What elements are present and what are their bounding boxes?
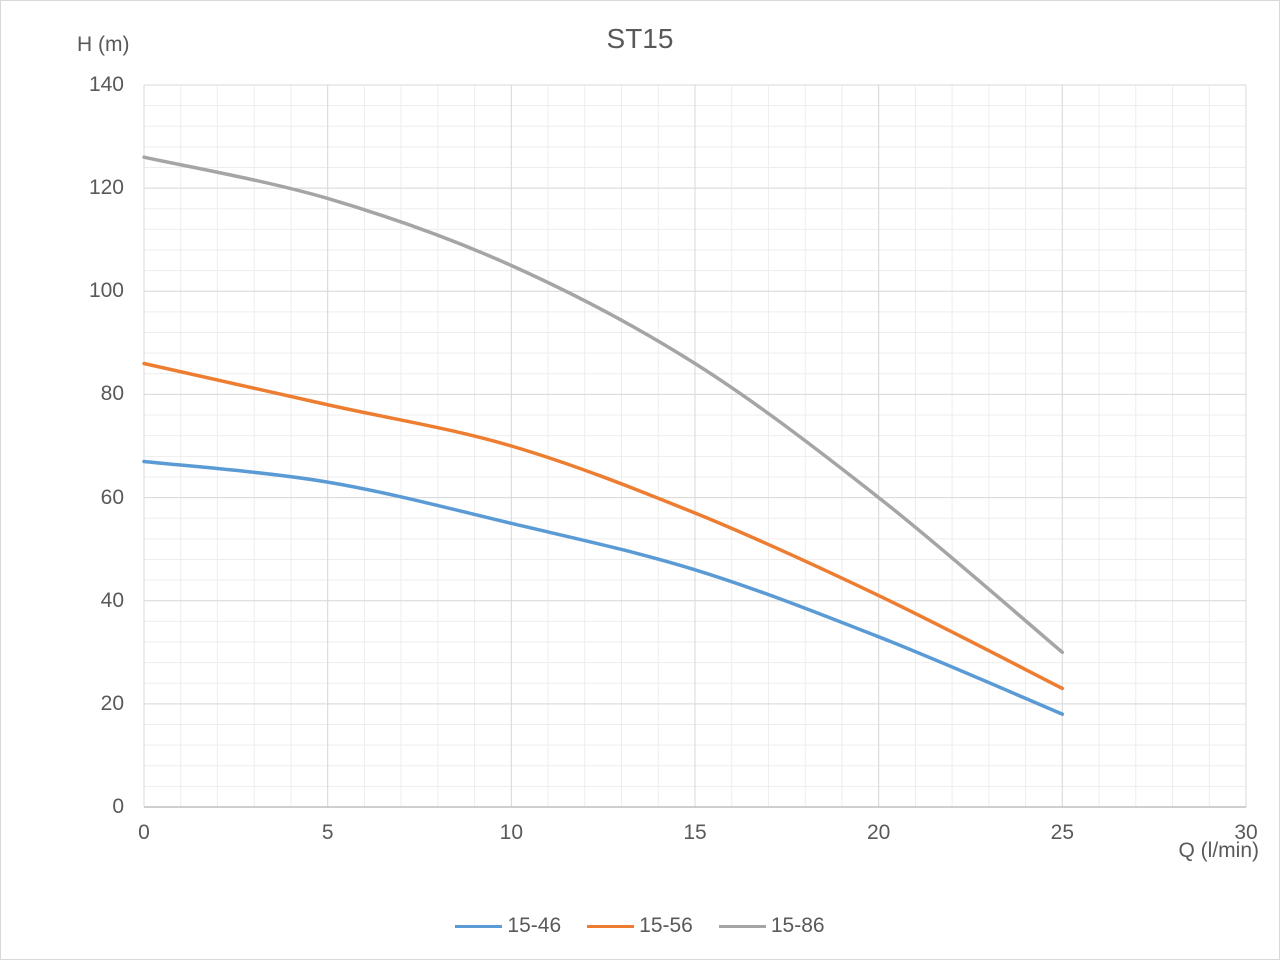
chart-title: ST15 — [606, 23, 674, 54]
y-tick-label: 100 — [88, 279, 124, 303]
x-tick-label: 10 — [499, 821, 523, 844]
y-tick-label: 40 — [100, 588, 124, 612]
legend-line-icon — [455, 924, 503, 928]
legend-label: 15-46 — [507, 914, 562, 937]
x-tick-label: 5 — [321, 821, 334, 844]
legend-item-15-86: 15-86 — [718, 914, 825, 938]
legend: 15-46 15-56 15-86 — [1, 914, 1279, 938]
legend-label: 15-86 — [770, 914, 825, 937]
y-tick-label: 140 — [88, 73, 124, 96]
legend-item-15-56: 15-56 — [587, 914, 693, 938]
series-line-15-86 — [142, 155, 1065, 655]
x-tick-label: 20 — [866, 821, 891, 844]
legend-line-icon — [718, 924, 766, 928]
y-tick-label: 20 — [100, 691, 124, 715]
series-line-15-56 — [142, 361, 1065, 691]
y-axis-title: H (m) — [77, 33, 130, 56]
y-tick-label: 60 — [100, 485, 124, 509]
legend-item-15-46: 15-46 — [455, 914, 561, 938]
x-tick-label: 0 — [138, 821, 150, 844]
x-tick-label: 15 — [683, 821, 707, 844]
legend-line-icon — [587, 924, 635, 928]
x-tick-label: 30 — [1234, 821, 1258, 844]
y-tick-label: 80 — [100, 382, 124, 406]
series-line-15-46 — [142, 459, 1065, 716]
y-tick-label: 0 — [112, 795, 124, 818]
x-tick-label: 25 — [1050, 821, 1074, 844]
legend-label: 15-56 — [639, 914, 693, 937]
x-axis-title: Q (l/min) — [1178, 839, 1260, 862]
y-tick-label: 120 — [88, 176, 124, 200]
